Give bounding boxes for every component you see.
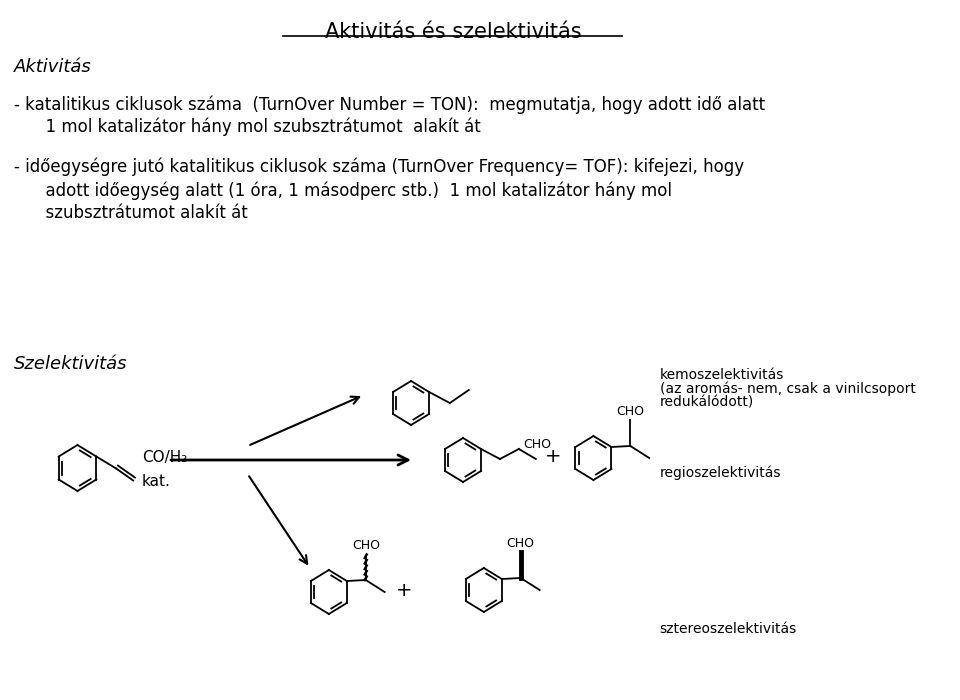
- Text: Szelektivitás: Szelektivitás: [14, 355, 128, 373]
- Text: kemoszelektivitás: kemoszelektivitás: [660, 368, 784, 382]
- Text: sztereoszelektivitás: sztereoszelektivitás: [660, 622, 797, 636]
- Text: - időegységre jutó katalitikus ciklusok száma (TurnOver Frequency= TOF): kifejez: - időegységre jutó katalitikus ciklusok …: [14, 158, 744, 176]
- Text: (az aromás- nem, csak a vinilcsoport: (az aromás- nem, csak a vinilcsoport: [660, 382, 916, 396]
- Text: redukálódott): redukálódott): [660, 396, 754, 410]
- Text: CO/H₂: CO/H₂: [142, 450, 187, 465]
- Text: Aktivitás és szelektivitás: Aktivitás és szelektivitás: [325, 22, 582, 42]
- Text: CHO: CHO: [524, 438, 552, 451]
- Text: Aktivitás: Aktivitás: [14, 58, 92, 76]
- Text: adott időegység alatt (1 óra, 1 másodperc stb.)  1 mol katalizátor hány mol: adott időegység alatt (1 óra, 1 másodper…: [14, 181, 672, 200]
- Text: - katalitikus ciklusok száma  (TurnOver Number = TON):  megmutatja, hogy adott i: - katalitikus ciklusok száma (TurnOver N…: [14, 95, 765, 113]
- Text: szubsztrátumot alakít át: szubsztrátumot alakít át: [14, 204, 248, 222]
- Text: regioszelektivitás: regioszelektivitás: [660, 465, 781, 480]
- Text: +: +: [396, 580, 413, 599]
- Text: +: +: [544, 447, 561, 466]
- Text: CHO: CHO: [507, 537, 535, 550]
- Text: 1 mol katalizátor hány mol szubsztrátumot  alakít át: 1 mol katalizátor hány mol szubsztrátumo…: [14, 118, 481, 136]
- Text: CHO: CHO: [616, 405, 644, 418]
- Text: kat.: kat.: [142, 474, 171, 489]
- Text: CHO: CHO: [351, 539, 380, 552]
